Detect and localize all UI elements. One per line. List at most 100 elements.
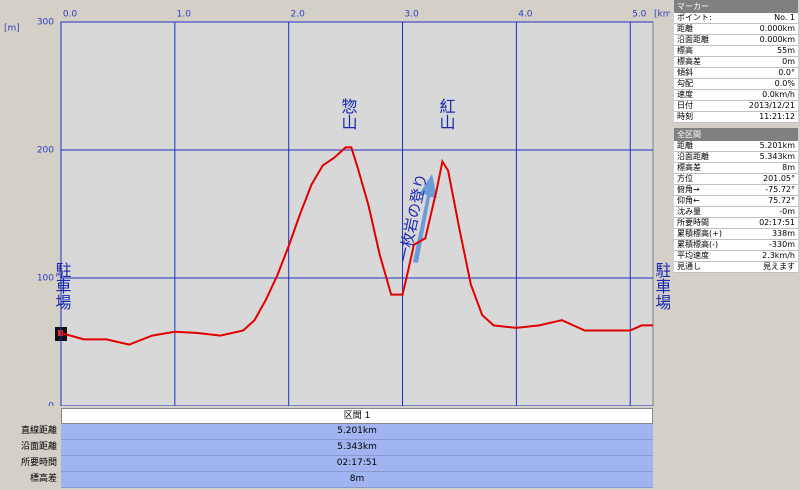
section-label: 沿面距離 xyxy=(1,440,57,455)
info-value: 0m xyxy=(782,57,795,66)
info-row: 距離 0.000km xyxy=(674,24,798,35)
info-value: 338m xyxy=(771,229,795,238)
section-row: 沿面距離 5.343km xyxy=(1,440,653,456)
info-row: 日付 2013/12/21 xyxy=(674,101,798,112)
info-row: 時刻 11:21:12 xyxy=(674,112,798,123)
section-row: 所要時間 02:17:51 xyxy=(1,456,653,472)
marker-panel: マーカー ポイント: No. 1 距離 0.000km 沿面距離 0.000km 標高 55m 標… xyxy=(674,0,798,123)
info-value: -330m xyxy=(769,240,795,249)
info-row: 速度 0.0km/h xyxy=(674,90,798,101)
info-value: 見えます xyxy=(763,262,795,271)
info-label: 時刻 xyxy=(677,112,693,121)
info-label: 仰角← xyxy=(677,196,700,205)
x-tick-label: 2.0 xyxy=(291,10,306,20)
y-tick-label: 200 xyxy=(37,146,54,156)
info-label: 日付 xyxy=(677,101,693,110)
info-label: 俯角→ xyxy=(677,185,700,194)
info-value: 2.3km/h xyxy=(762,251,795,260)
info-value: 02:17:51 xyxy=(759,218,795,227)
info-label: 距離 xyxy=(677,24,693,33)
info-label: 平均速度 xyxy=(677,251,709,260)
section-label: 所要時間 xyxy=(1,456,57,471)
info-label: 沈み量 xyxy=(677,207,701,216)
info-label: 所要時間 xyxy=(677,218,709,227)
info-value: 0.000km xyxy=(759,24,795,33)
annotation: 惣山 xyxy=(339,98,358,130)
y-tick-label: 0 xyxy=(48,402,54,407)
info-label: 標高差 xyxy=(677,57,701,66)
section-value: 5.201km xyxy=(337,426,377,436)
info-row: 勾配 0.0% xyxy=(674,79,798,90)
section-value: 02:17:51 xyxy=(336,458,378,468)
panel-title: 全区間 xyxy=(674,128,798,141)
x-axis-unit: [km] xyxy=(654,10,670,20)
x-tick-label: 4.0 xyxy=(518,10,533,20)
y-tick-label: 300 xyxy=(37,18,54,28)
y-axis-unit: [m] xyxy=(4,24,20,34)
section-panel: 区間 1 直線距離 5.201km 沿面距離 5.343km 所要時間 02:17:51 標高… xyxy=(1,408,653,488)
info-row: 累積標高(+) 338m xyxy=(674,229,798,240)
info-value: No. 1 xyxy=(774,13,795,22)
plot-area xyxy=(60,21,654,406)
x-tick-label: 1.0 xyxy=(177,10,192,20)
info-label: 距離 xyxy=(677,141,693,150)
info-value: -0m xyxy=(779,207,795,216)
info-value: -75.72° xyxy=(765,185,795,194)
info-value: 0.0% xyxy=(774,79,795,88)
info-value: 201.05° xyxy=(763,174,795,183)
info-row: 平均速度 2.3km/h xyxy=(674,251,798,262)
info-row: 沿面距離 5.343km xyxy=(674,152,798,163)
info-label: 沿面距離 xyxy=(677,152,709,161)
section-title: 区間 1 xyxy=(61,408,653,424)
info-row: 所要時間 02:17:51 xyxy=(674,218,798,229)
info-value: 0.0° xyxy=(778,68,795,77)
info-row: 標高差 0m xyxy=(674,57,798,68)
annotation: 駐車場 xyxy=(653,262,671,311)
info-row: 見通し 見えます xyxy=(674,262,798,273)
info-row: ポイント: No. 1 xyxy=(674,13,798,24)
y-tick-label: 100 xyxy=(37,274,54,284)
info-row: 距離 5.201km xyxy=(674,141,798,152)
info-row: 累積標高(-) -330m xyxy=(674,240,798,251)
info-value: 8m xyxy=(782,163,795,172)
section-value: 8m xyxy=(349,474,365,484)
info-label: 標高 xyxy=(677,46,693,55)
info-row: 仰角← 75.72° xyxy=(674,196,798,207)
info-label: 累積標高(-) xyxy=(677,240,719,249)
info-row: 標高 55m xyxy=(674,46,798,57)
info-label: ポイント: xyxy=(677,13,712,22)
info-row: 傾斜 0.0° xyxy=(674,68,798,79)
info-label: 標高差 xyxy=(677,163,701,172)
chart: [m] [km] 0 100 200 300 0.0 1.0 2.0 3.0 4.0 5.0 駐車場… xyxy=(4,10,671,407)
info-row: 標高差 8m xyxy=(674,163,798,174)
annotation: 駐車場 xyxy=(53,262,72,311)
total-panel: 全区間 距離 5.201km 沿面距離 5.343km 標高差 8m 方位 201.05° 俯角→… xyxy=(674,128,798,273)
section-value: 5.343km xyxy=(337,442,377,452)
info-label: 見通し xyxy=(677,262,701,271)
annotation: 紅山 xyxy=(437,98,456,130)
info-value: 11:21:12 xyxy=(759,112,795,121)
section-row: 直線距離 5.201km xyxy=(1,424,653,440)
info-value: 0.000km xyxy=(759,35,795,44)
info-value: 2013/12/21 xyxy=(748,101,795,110)
section-label: 標高差 xyxy=(1,472,57,487)
info-value: 0.0km/h xyxy=(762,90,795,99)
x-tick-label: 0.0 xyxy=(63,10,78,20)
info-row: 沈み量 -0m xyxy=(674,207,798,218)
info-row: 方位 201.05° xyxy=(674,174,798,185)
info-label: 速度 xyxy=(677,90,693,99)
elevation-line xyxy=(60,146,653,346)
info-label: 勾配 xyxy=(677,79,693,88)
info-label: 方位 xyxy=(677,174,693,183)
info-value: 5.201km xyxy=(759,141,795,150)
info-row: 俯角→ -75.72° xyxy=(674,185,798,196)
info-label: 沿面距離 xyxy=(677,35,709,44)
panel-title: マーカー xyxy=(674,0,798,13)
x-tick-label: 3.0 xyxy=(404,10,419,20)
section-row: 標高差 8m xyxy=(1,472,653,488)
info-value: 5.343km xyxy=(759,152,795,161)
info-value: 55m xyxy=(777,46,795,55)
info-value: 75.72° xyxy=(768,196,795,205)
info-row: 沿面距離 0.000km xyxy=(674,35,798,46)
